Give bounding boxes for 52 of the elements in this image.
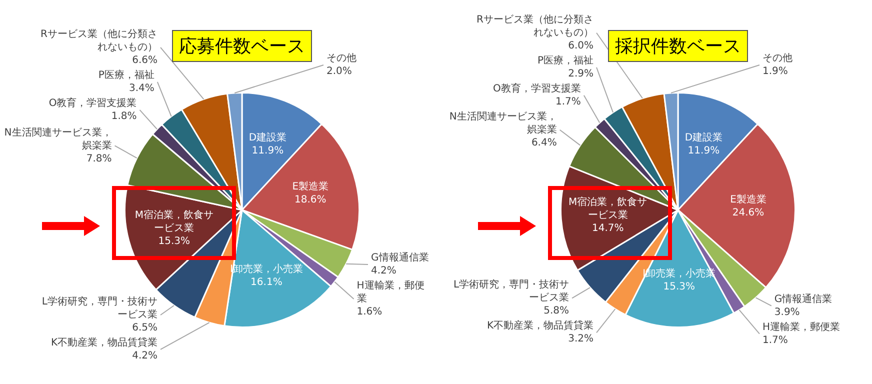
slice-label: G情報通信業	[371, 252, 429, 264]
slice-label: H運輸業，郵便業	[356, 280, 424, 305]
slice-label: M宿泊業，飲食サービス業	[134, 209, 214, 234]
slice-label: E製造業	[292, 180, 329, 192]
slice-label: Rサービス業（他に分類されないもの）	[40, 28, 158, 53]
data-label: 4.2%	[132, 350, 158, 362]
data-label: 15.3%	[663, 281, 695, 292]
data-label: 6.4%	[531, 137, 557, 148]
data-label: 1.9%	[762, 66, 788, 78]
slice-label: O教育，学習支援業	[48, 97, 137, 109]
data-label: 3.2%	[568, 334, 594, 345]
slice-label: N生活関連サービス業，娯楽業	[449, 110, 557, 136]
data-label: 3.4%	[129, 83, 154, 94]
slice-label: P医療，福祉	[537, 54, 594, 66]
data-label: 2.0%	[326, 66, 352, 78]
slice-label: L学術研究，専門・技術サービス業	[42, 296, 158, 321]
data-label: 1.7%	[762, 334, 788, 346]
slice-label: O教育，学習支援業	[493, 82, 581, 94]
data-label: 4.2%	[371, 266, 396, 277]
slice-label: M宿泊業，飲食サービス業	[568, 196, 648, 222]
data-label: 7.8%	[86, 153, 112, 164]
data-label: 16.1%	[250, 277, 282, 288]
data-label: 1.6%	[356, 306, 382, 318]
slice-label: K不動産業，物品賃貸業	[486, 320, 594, 332]
data-label: 5.8%	[544, 306, 570, 317]
data-label: 6.0%	[568, 40, 594, 52]
slice-label: Rサービス業（他に分類されないもの）	[476, 13, 594, 38]
data-label: 1.8%	[111, 111, 137, 122]
data-label: 2.9%	[568, 68, 594, 80]
data-label: 6.5%	[132, 322, 158, 334]
slice-label: その他	[326, 52, 356, 64]
slice-label: P医療，福祉	[98, 69, 154, 81]
slice-label: G情報通信業	[774, 292, 832, 305]
slice-label: L学術研究，専門・技術サービス業	[453, 278, 570, 304]
data-label: 14.7%	[592, 223, 624, 234]
slice-label: H運輸業，郵便業	[762, 320, 840, 333]
slice-label: E製造業	[730, 194, 766, 206]
slice-label: N生活関連サービス業，娯楽業	[4, 126, 112, 152]
data-label: 15.3%	[158, 236, 190, 248]
data-label: 18.6%	[294, 194, 326, 206]
data-label: 24.6%	[732, 208, 764, 219]
text: 採択件数ベース	[608, 30, 748, 62]
slice-label: K不動産業，物品賃貸業	[50, 336, 158, 349]
slice-label: D建設業	[684, 132, 723, 144]
data-label: 3.9%	[774, 306, 800, 318]
chart-title: 応募件数ベース	[172, 30, 312, 62]
slice-label: D建設業	[248, 132, 287, 144]
data-label: 11.9%	[688, 146, 720, 157]
data-label: 1.7%	[556, 96, 581, 108]
slice-label: その他	[762, 52, 792, 64]
data-label: 11.9%	[252, 146, 284, 157]
data-label: 6.6%	[132, 55, 158, 66]
